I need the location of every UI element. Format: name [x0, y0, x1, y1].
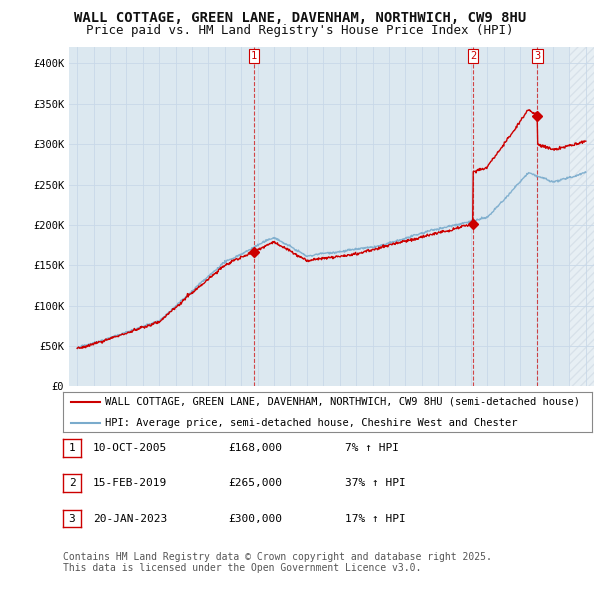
Text: £168,000: £168,000: [228, 443, 282, 453]
Text: 15-FEB-2019: 15-FEB-2019: [93, 478, 167, 488]
Text: 17% ↑ HPI: 17% ↑ HPI: [345, 514, 406, 523]
Text: 2: 2: [470, 51, 476, 61]
Text: 10-OCT-2005: 10-OCT-2005: [93, 443, 167, 453]
Text: Contains HM Land Registry data © Crown copyright and database right 2025.
This d: Contains HM Land Registry data © Crown c…: [63, 552, 492, 573]
Text: 2: 2: [68, 478, 76, 488]
Text: 37% ↑ HPI: 37% ↑ HPI: [345, 478, 406, 488]
Text: £300,000: £300,000: [228, 514, 282, 523]
Text: 3: 3: [534, 51, 541, 61]
Text: £265,000: £265,000: [228, 478, 282, 488]
Text: HPI: Average price, semi-detached house, Cheshire West and Chester: HPI: Average price, semi-detached house,…: [106, 418, 518, 428]
Text: 1: 1: [68, 443, 76, 453]
Text: 7% ↑ HPI: 7% ↑ HPI: [345, 443, 399, 453]
Text: WALL COTTAGE, GREEN LANE, DAVENHAM, NORTHWICH, CW9 8HU (semi-detached house): WALL COTTAGE, GREEN LANE, DAVENHAM, NORT…: [106, 397, 580, 407]
Text: 3: 3: [68, 514, 76, 523]
Text: WALL COTTAGE, GREEN LANE, DAVENHAM, NORTHWICH, CW9 8HU: WALL COTTAGE, GREEN LANE, DAVENHAM, NORT…: [74, 11, 526, 25]
Text: 1: 1: [251, 51, 257, 61]
Text: Price paid vs. HM Land Registry's House Price Index (HPI): Price paid vs. HM Land Registry's House …: [86, 24, 514, 37]
Text: 20-JAN-2023: 20-JAN-2023: [93, 514, 167, 523]
